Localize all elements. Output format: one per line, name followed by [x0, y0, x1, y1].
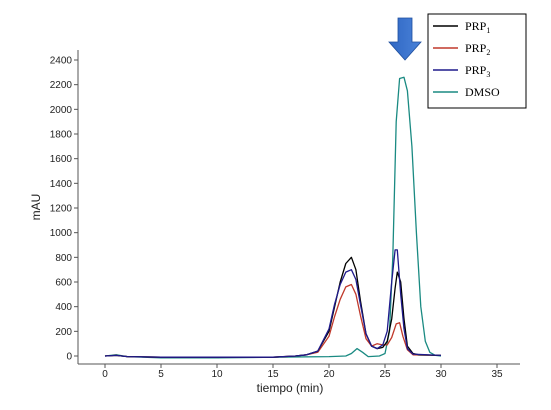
down-arrow-marker [388, 17, 422, 61]
legend-entry: PRP2 [465, 41, 490, 57]
x-tick-label: 5 [158, 369, 164, 380]
y-ticks: 0 200 400 600 800 1000 1200 1400 1600 1800 2000 220… [50, 56, 78, 363]
x-tick-label: 20 [323, 369, 335, 380]
legend-entry: PRP1 [465, 19, 490, 35]
series-line-prp3 [104, 249, 442, 358]
x-tick-label: 30 [435, 369, 447, 380]
y-tick-label: 600 [55, 278, 72, 289]
y-tick-label: 2000 [50, 105, 73, 116]
x-tick-label: 25 [379, 369, 391, 380]
axes [77, 50, 520, 365]
y-tick-label: 1200 [50, 204, 73, 215]
x-tick-label: 10 [211, 369, 223, 380]
y-axis-title: mAU [29, 194, 43, 221]
y-tick-label: 1800 [50, 130, 73, 141]
y-tick-label: 2400 [50, 56, 73, 67]
series-line-dmso [104, 76, 442, 359]
x-tick-label: 15 [267, 369, 279, 380]
y-tick-label: 800 [55, 253, 72, 264]
legend: PRP1 PRP2 PRP3 DMSO [427, 13, 527, 109]
series-layer [104, 76, 442, 359]
legend-entry: PRP3 [465, 63, 490, 79]
down-arrow-icon [388, 17, 422, 61]
x-tick-label: 0 [102, 369, 108, 380]
y-tick-label: 200 [55, 327, 72, 338]
x-tick-label: 35 [491, 369, 503, 380]
y-tick-label: 400 [55, 302, 72, 313]
legend-entry: DMSO [465, 85, 500, 99]
y-tick-label: 2200 [50, 80, 73, 91]
y-tick-label: 1000 [50, 228, 73, 239]
x-ticks: 0 5 10 15 20 25 30 35 [102, 364, 503, 380]
y-tick-label: 0 [66, 352, 72, 363]
y-tick-label: 1600 [50, 154, 73, 165]
y-tick-label: 1400 [50, 179, 73, 190]
x-axis-title: tiempo (min) [257, 381, 324, 395]
